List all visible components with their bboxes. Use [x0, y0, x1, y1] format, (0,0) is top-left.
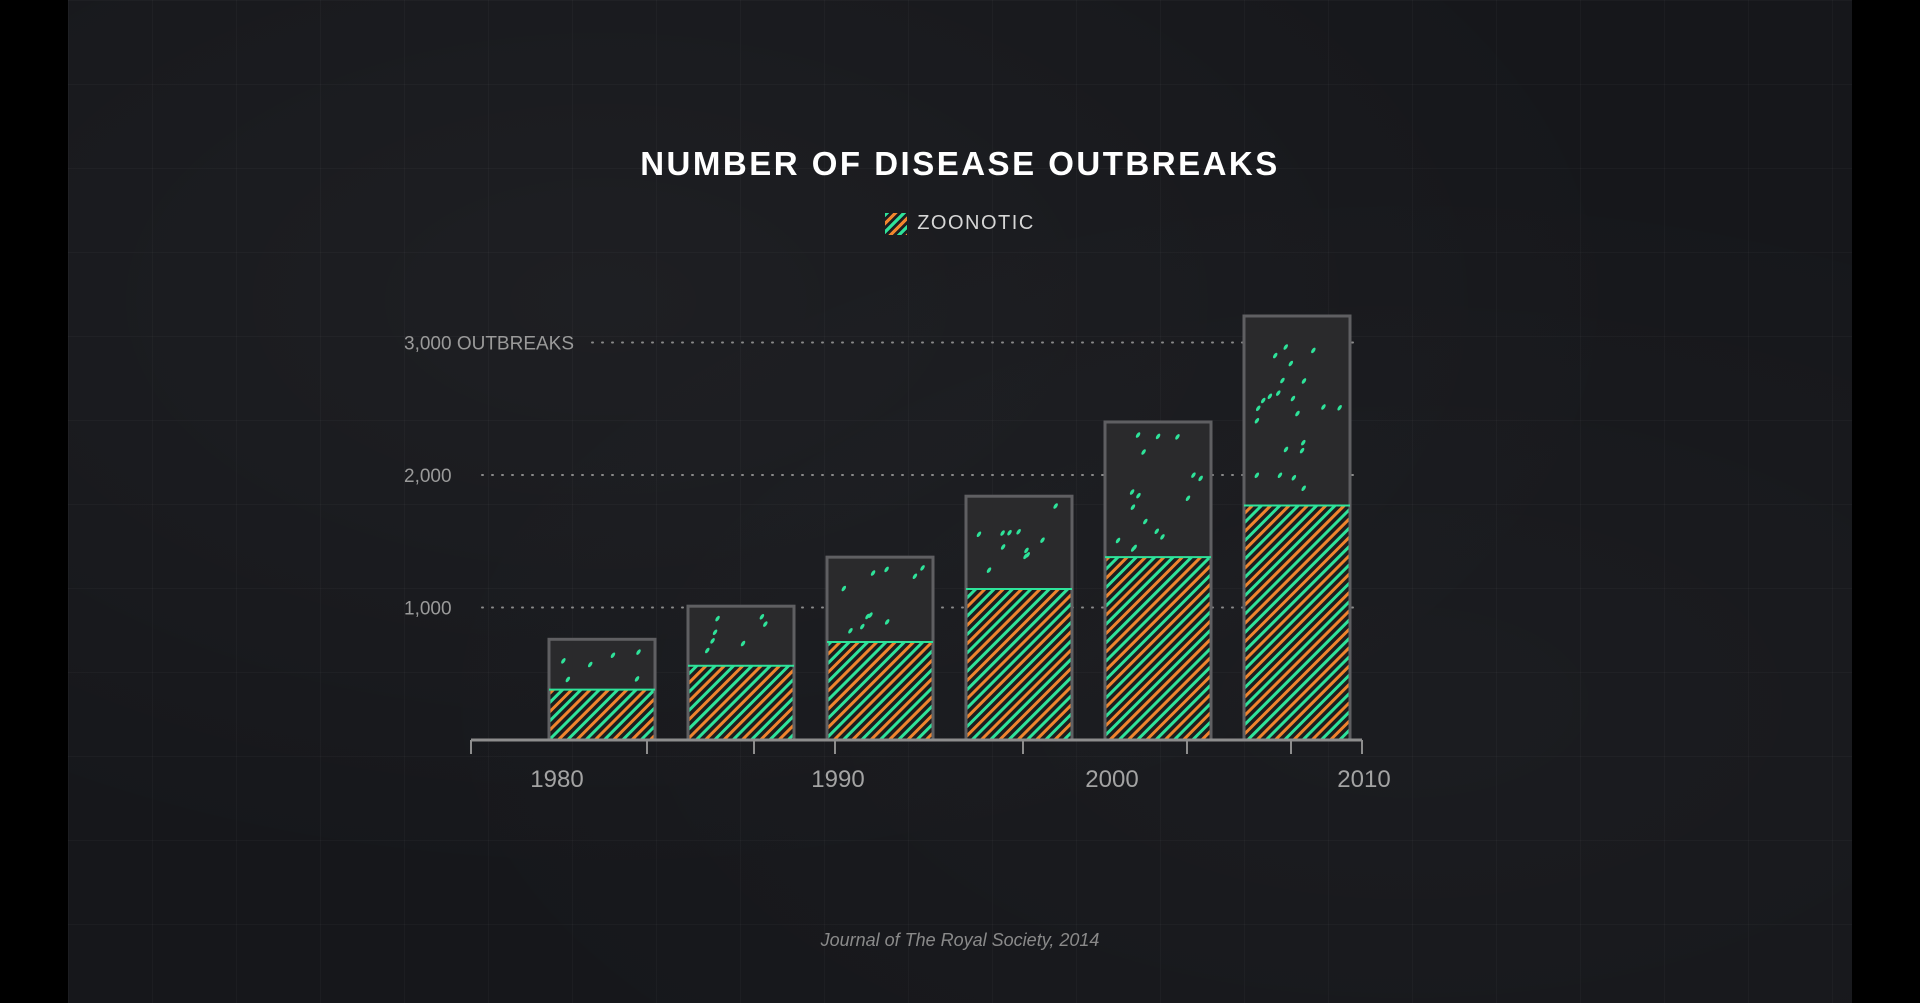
- speckle: [1143, 518, 1148, 525]
- speckle: [710, 638, 715, 644]
- speckle: [1311, 347, 1316, 354]
- speckle: [705, 647, 710, 654]
- speckle: [1295, 410, 1300, 417]
- y-tick-label: 3,000 OUTBREAKS: [404, 334, 574, 355]
- speckle: [1160, 534, 1165, 540]
- speckle: [1288, 360, 1294, 367]
- speckle: [1301, 439, 1306, 446]
- bar-zoonotic-1985: [689, 665, 793, 739]
- speckle: [763, 621, 768, 627]
- speckle: [1115, 537, 1121, 544]
- speckle: [1136, 492, 1141, 499]
- speckle: [870, 570, 876, 576]
- speckle: [1283, 344, 1288, 350]
- speckle: [712, 629, 718, 636]
- speckle: [740, 640, 746, 647]
- speckle: [587, 661, 593, 668]
- speckle: [759, 614, 765, 620]
- speckle: [1129, 489, 1135, 495]
- speckle: [1299, 447, 1305, 454]
- speckle: [1254, 472, 1260, 479]
- speckle: [561, 658, 566, 664]
- x-tick-label: 2000: [1085, 766, 1138, 793]
- chart-background: [68, 0, 1852, 1003]
- chart-title: NUMBER OF DISEASE OUTBREAKS: [640, 145, 1280, 182]
- bar-zoonotic-2000: [1106, 557, 1210, 739]
- speckle: [1130, 546, 1136, 552]
- speckle: [884, 566, 889, 573]
- speckle: [986, 567, 992, 573]
- speckle: [1254, 417, 1260, 424]
- speckle: [1040, 537, 1045, 543]
- speckle: [1337, 404, 1342, 411]
- speckle: [1267, 393, 1273, 400]
- bar-zoonotic-1980: [550, 689, 654, 739]
- speckle: [976, 531, 982, 538]
- speckle: [1191, 472, 1196, 478]
- speckle: [1276, 390, 1281, 396]
- speckle: [1280, 377, 1285, 384]
- speckle: [715, 615, 720, 622]
- speckle: [1141, 449, 1146, 455]
- speckle: [1023, 553, 1028, 560]
- speckle: [1000, 530, 1005, 536]
- speckle: [1000, 544, 1006, 550]
- speckle: [1272, 352, 1278, 359]
- speckle: [1290, 395, 1296, 402]
- speckle: [1283, 446, 1289, 453]
- speckle: [868, 612, 873, 618]
- speckle: [1260, 397, 1266, 404]
- bar-zoonotic-2005: [1245, 505, 1349, 739]
- speckle: [1255, 405, 1261, 412]
- x-tick-label: 2010: [1337, 766, 1390, 793]
- speckle: [1175, 434, 1180, 440]
- x-tick-label: 1990: [811, 766, 864, 793]
- x-tick-label: 1980: [530, 766, 583, 793]
- y-tick-label: 1,000: [404, 599, 452, 620]
- speckle: [1130, 504, 1136, 510]
- speckle: [884, 619, 890, 625]
- bar-zoonotic-1995: [967, 588, 1071, 739]
- speckle: [860, 623, 865, 630]
- chart-legend: ZOONOTIC: [0, 212, 1920, 235]
- speckle: [610, 652, 616, 659]
- legend-swatch-zoonotic: [885, 212, 908, 235]
- speckle: [1024, 547, 1029, 554]
- speckle: [1321, 404, 1326, 410]
- speckle: [1155, 433, 1161, 440]
- speckle: [1016, 528, 1021, 535]
- speckle: [1185, 495, 1191, 502]
- speckle: [1291, 474, 1297, 481]
- speckle: [634, 676, 640, 682]
- y-tick-label: 2,000: [404, 466, 452, 487]
- speckle: [1053, 503, 1058, 509]
- speckle: [1301, 378, 1307, 384]
- speckle: [1154, 528, 1160, 535]
- speckle: [1135, 432, 1141, 438]
- speckle: [1301, 485, 1306, 492]
- speckle: [841, 585, 847, 592]
- speckle: [1198, 475, 1203, 482]
- speckle: [1007, 529, 1012, 536]
- source-note: Journal of The Royal Society, 2014: [820, 930, 1100, 950]
- speckle: [565, 676, 571, 683]
- speckle: [636, 649, 641, 655]
- speckle: [1277, 472, 1283, 479]
- speckle: [920, 565, 925, 571]
- speckle: [848, 627, 853, 634]
- speckle: [912, 573, 918, 580]
- bar-zoonotic-1990: [828, 641, 932, 739]
- legend-label-zoonotic: ZOONOTIC: [917, 212, 1035, 234]
